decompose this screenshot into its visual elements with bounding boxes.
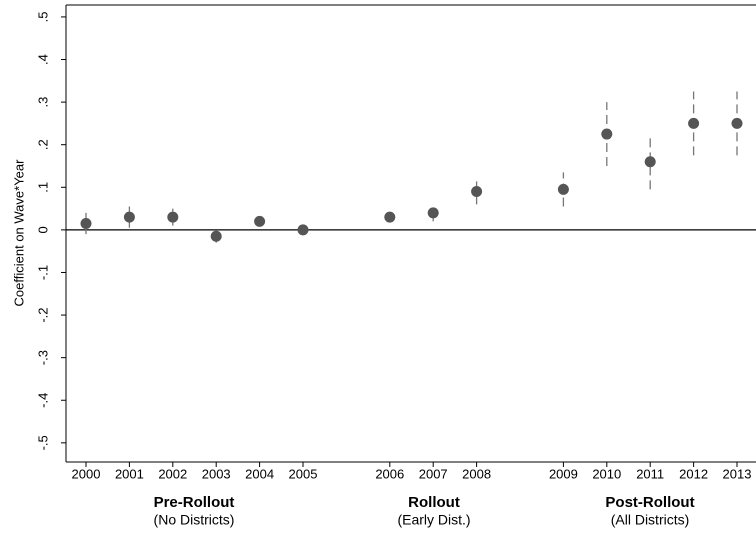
group-subtitle: (All Districts) [611, 512, 690, 528]
x-tick-label: 2013 [723, 466, 752, 481]
point [297, 224, 309, 236]
y-tick-label: .2 [35, 139, 50, 150]
point [557, 183, 569, 195]
x-tick-label: 2005 [289, 466, 318, 481]
y-tick-label: -.3 [35, 350, 50, 365]
x-tick-label: 2004 [245, 466, 274, 481]
point [688, 117, 700, 129]
y-tick-label: .3 [35, 97, 50, 108]
x-tick-label: 2000 [72, 466, 101, 481]
y-tick-label: 0 [35, 226, 50, 233]
point [384, 211, 396, 223]
x-tick-label: 2007 [419, 466, 448, 481]
y-tick-label: -.5 [35, 435, 50, 450]
y-axis-title: Coefficient on Wave*Year [11, 159, 26, 307]
point [167, 211, 179, 223]
point [210, 230, 222, 242]
x-tick-label: 2003 [202, 466, 231, 481]
group-subtitle: (No Districts) [154, 512, 235, 528]
x-tick-label: 2009 [549, 466, 578, 481]
y-tick-label: -.4 [35, 393, 50, 408]
point [80, 217, 92, 229]
point [731, 117, 743, 129]
y-tick-label: -.1 [35, 265, 50, 280]
point [471, 186, 483, 198]
group-subtitle: (Early Dist.) [397, 512, 470, 528]
group-title: Post-Rollout [605, 494, 694, 511]
x-tick-label: 2002 [158, 466, 187, 481]
point [123, 211, 135, 223]
group-title: Pre-Rollout [154, 494, 235, 511]
x-tick-label: 2012 [679, 466, 708, 481]
point [601, 128, 613, 140]
x-tick-label: 2010 [592, 466, 621, 481]
point [644, 156, 656, 168]
y-tick-label: .1 [35, 182, 50, 193]
y-tick-label: -.2 [35, 307, 50, 322]
y-tick-label: .5 [35, 12, 50, 23]
x-tick-label: 2006 [375, 466, 404, 481]
x-tick-label: 2008 [462, 466, 491, 481]
y-tick-label: .4 [35, 54, 50, 65]
x-tick-label: 2001 [115, 466, 144, 481]
point [254, 215, 266, 227]
group-title: Rollout [408, 494, 460, 511]
point [427, 207, 439, 219]
x-tick-label: 2011 [636, 466, 664, 481]
